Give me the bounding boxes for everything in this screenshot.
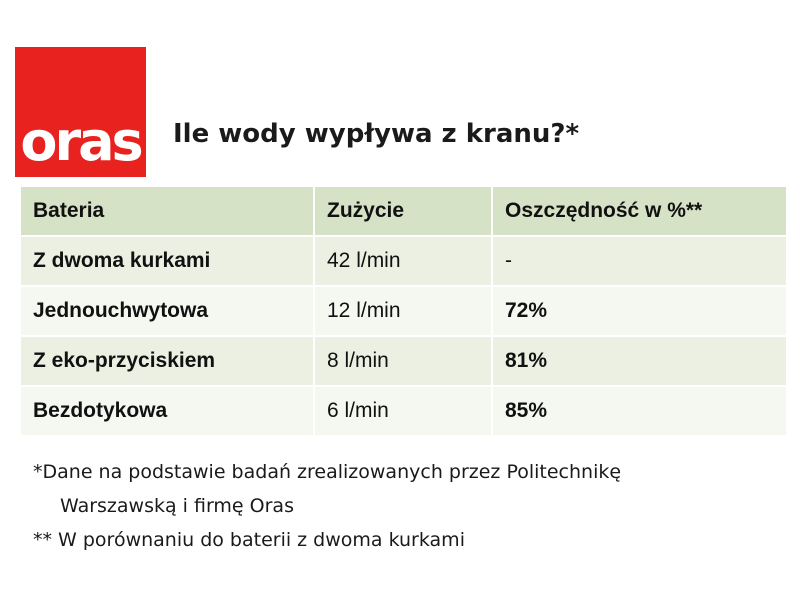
footnote-1: *Dane na podstawie badań zrealizowanych … [33,461,622,483]
table-row: Bezdotykowa 6 l/min 85% [19,385,788,437]
cell-zuzycie: 6 l/min [313,385,493,437]
footnote-1-continued: Warszawską i firmę Oras [60,495,294,517]
cell-bateria: Jednouchwytowa [19,285,315,337]
cell-oszczednosc: 81% [491,335,788,387]
cell-bateria: Z dwoma kurkami [19,235,315,287]
header-zuzycie: Zużycie [313,185,493,237]
table-row: Jednouchwytowa 12 l/min 72% [19,285,788,337]
footnote-2: ** W porównaniu do baterii z dwoma kurka… [33,529,465,551]
cell-oszczednosc: 85% [491,385,788,437]
cell-oszczednosc: - [491,235,788,287]
oras-logo: oras [15,47,146,177]
logo-text: oras [20,110,143,173]
water-usage-table: Bateria Zużycie Oszczędność w %** Z dwom… [19,185,788,437]
cell-zuzycie: 12 l/min [313,285,493,337]
cell-zuzycie: 42 l/min [313,235,493,287]
table-header-row: Bateria Zużycie Oszczędność w %** [19,185,788,237]
page-title: Ile wody wypływa z kranu?* [173,119,580,149]
cell-bateria: Bezdotykowa [19,385,315,437]
header-oszczednosc: Oszczędność w %** [491,185,788,237]
footnotes: *Dane na podstawie badań zrealizowanych … [33,455,621,557]
cell-zuzycie: 8 l/min [313,335,493,387]
table-row: Z dwoma kurkami 42 l/min - [19,235,788,287]
table-row: Z eko-przyciskiem 8 l/min 81% [19,335,788,387]
cell-oszczednosc: 72% [491,285,788,337]
header-bateria: Bateria [19,185,315,237]
cell-bateria: Z eko-przyciskiem [19,335,315,387]
